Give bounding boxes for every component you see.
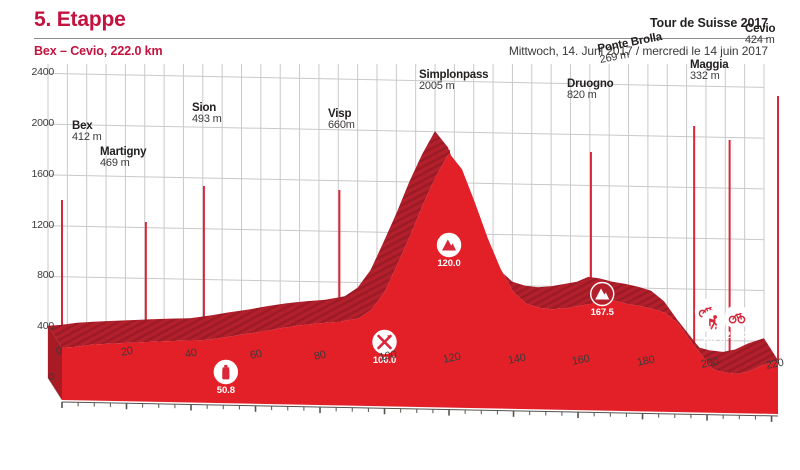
y-axis-tick-label: 2000 bbox=[31, 117, 54, 130]
y-axis-tick-label: 0 bbox=[48, 371, 54, 383]
marker-cutlery-icon-100.0 bbox=[372, 329, 397, 355]
place-altitude: 660m bbox=[328, 119, 355, 131]
header-divider bbox=[34, 38, 768, 39]
place-label-druogno: Druogno 820 m bbox=[567, 78, 614, 101]
place-altitude: 424 m bbox=[745, 34, 775, 46]
place-altitude: 469 m bbox=[100, 157, 130, 169]
marker-km-label: 167.5 bbox=[590, 307, 614, 318]
place-name: Martigny bbox=[100, 146, 147, 158]
place-altitude: 412 m bbox=[72, 131, 102, 143]
place-label-martigny: Martigny 469 m bbox=[100, 146, 147, 169]
marker-mountain-icon-167.5 bbox=[590, 281, 615, 307]
mountain-icon bbox=[595, 288, 610, 300]
date-subtitle: Mittwoch, 14. Juni 2017 / mercredi le 14… bbox=[508, 44, 768, 58]
bicycle-icon bbox=[728, 312, 746, 324]
place-name: Cevio bbox=[745, 23, 776, 35]
marker-bicycle-icon-209.3 bbox=[724, 304, 750, 330]
marker-mountain-icon-120.0 bbox=[436, 232, 462, 258]
place-altitude: 493 m bbox=[192, 113, 222, 125]
x-axis-tick-label: 20 bbox=[119, 344, 134, 360]
cutlery-icon bbox=[377, 334, 392, 350]
place-label-maggia: Maggia 332 m bbox=[690, 59, 729, 82]
marker-km-label: 50.8 bbox=[216, 385, 235, 396]
place-name: Druogno bbox=[567, 78, 614, 90]
place-label-visp: Visp 660m bbox=[328, 108, 355, 131]
elevation-profile-chart: 0 400 800 1200 1600 2000 2400 Bex 412 m Martigny… bbox=[0, 23, 800, 470]
marker-bottle-icon-50.8 bbox=[213, 359, 239, 385]
place-label-sion: Sion 493 m bbox=[192, 102, 222, 125]
place-name: Simplonpass bbox=[419, 69, 489, 81]
x-axis bbox=[61, 401, 779, 422]
place-name: Maggia bbox=[690, 59, 729, 71]
place-name: Bex bbox=[72, 120, 93, 132]
course-markers bbox=[213, 232, 750, 385]
y-axis-tick-label: 2400 bbox=[31, 66, 54, 79]
place-altitude: 2005 m bbox=[419, 80, 455, 92]
profile-left-cap bbox=[48, 325, 62, 400]
place-name: Sion bbox=[192, 102, 217, 114]
series-title: Tour de Suisse 2017 bbox=[649, 16, 768, 30]
profile-svg bbox=[47, 64, 779, 422]
place-label-simplonpass: Simplonpass 2005 m bbox=[419, 69, 489, 92]
place-label-bex: Bex 412 m bbox=[72, 120, 102, 143]
place-label-cevio: Cevio 424 m bbox=[745, 23, 776, 46]
profile-front-face bbox=[62, 153, 778, 414]
header: 5. Etappe Tour de Suisse 2017 Bex – Cevi… bbox=[34, 6, 768, 64]
x-axis-tick-label: 40 bbox=[184, 346, 198, 361]
marker-km-label: 202.0 bbox=[701, 335, 726, 346]
place-altitude: 332 m bbox=[690, 70, 720, 82]
place-name: Visp bbox=[328, 108, 352, 120]
profile-top-face bbox=[48, 131, 778, 374]
marker-sprint-flag-icon-202.0 bbox=[701, 309, 726, 335]
y-axis-tick-label: 800 bbox=[37, 269, 54, 282]
x-axis-tick-label: 60 bbox=[248, 347, 263, 362]
y-axis-labels: 0 400 800 1200 1600 2000 2400 bbox=[0, 64, 54, 470]
header-top-row: 5. Etappe Tour de Suisse 2017 bbox=[34, 6, 768, 36]
bottle-icon bbox=[222, 365, 230, 380]
marker-km-label: 100.0 bbox=[372, 355, 397, 366]
place-altitude: 820 m bbox=[567, 89, 597, 101]
y-axis-tick-label: 400 bbox=[37, 320, 54, 333]
mountain-icon bbox=[442, 239, 457, 251]
sprint-flag-icon bbox=[709, 315, 717, 330]
marker-km-label: 200.0 bbox=[695, 324, 719, 335]
marker-km-label: 209.3 bbox=[725, 330, 749, 341]
x-axis-tick-label: 80 bbox=[313, 348, 327, 363]
page-title: 5. Etappe bbox=[34, 8, 126, 31]
y-axis-tick-label: 1600 bbox=[31, 167, 54, 180]
route-subtitle: Bex – Cevio, 222.0 km bbox=[34, 44, 163, 58]
marker-km-label: 120.0 bbox=[437, 258, 461, 269]
y-axis-tick-label: 1200 bbox=[31, 218, 54, 231]
